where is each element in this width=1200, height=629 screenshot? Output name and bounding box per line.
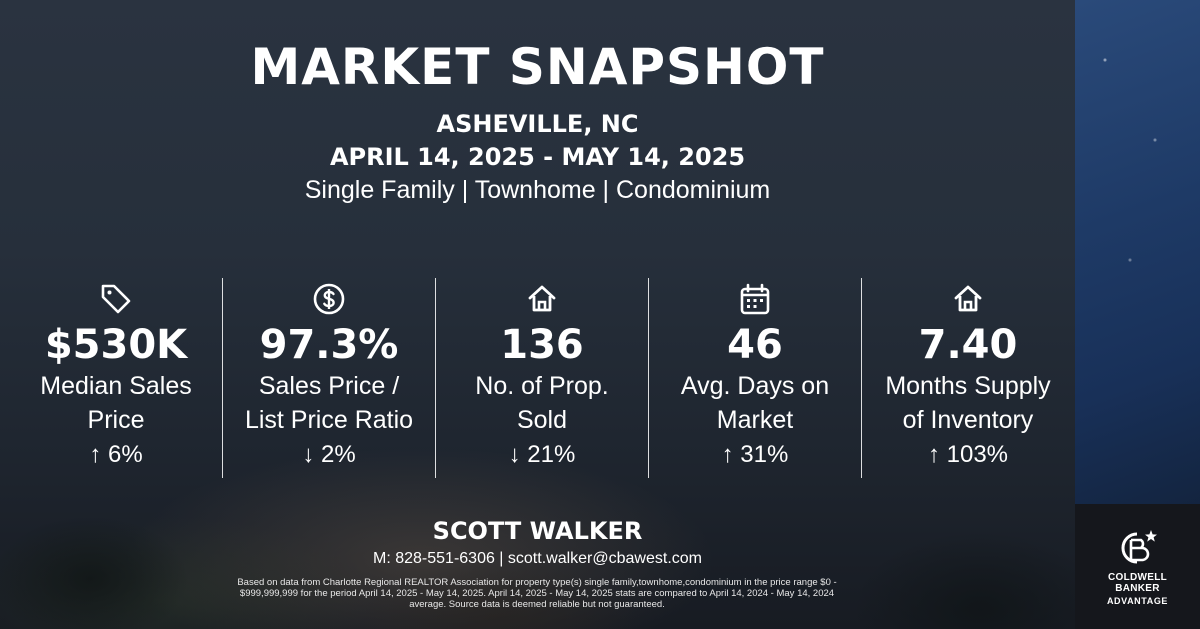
stat-label: of Inventory — [902, 406, 1034, 434]
stat-label: Sales Price / — [258, 372, 400, 400]
date-range: APRIL 14, 2025 - MAY 14, 2025 — [329, 143, 746, 171]
stat-median-sales-price: $530K Median Sales Price ↑ 6% — [10, 278, 222, 478]
stat-change: ↑ 31% — [721, 441, 789, 468]
house-icon — [954, 285, 982, 312]
stat-change: ↑ 6% — [89, 441, 143, 468]
background-trees — [0, 329, 1075, 629]
brand-logo: COLDWELL BANKER ADVANTAGE — [1075, 504, 1200, 629]
stat-label: No. of Prop. — [475, 372, 609, 400]
stat-change: ↑ 103% — [927, 441, 1009, 468]
calendar-icon — [740, 283, 770, 315]
property-types: Single Family | Townhome | Condominium — [304, 176, 771, 204]
stat-days-on-market: 46 Avg. Days on Market ↑ 31% — [648, 278, 861, 478]
snapshot-content: MARKET SNAPSHOT ASHEVILLE, NC APRIL 14, … — [10, 38, 1075, 610]
brand-name-line3: ADVANTAGE — [1106, 596, 1169, 606]
stat-label: Sold — [516, 406, 568, 434]
stats-row: $530K Median Sales Price ↑ 6% 97.3% Sale… — [10, 278, 1075, 478]
coldwell-banker-logo-icon — [1121, 530, 1157, 564]
stat-value: 46 — [727, 322, 783, 368]
location: ASHEVILLE, NC — [436, 110, 639, 138]
stat-label: Avg. Days on — [680, 372, 830, 400]
stat-label: Months Supply — [885, 372, 1051, 400]
brand-name-line2: BANKER — [1115, 583, 1160, 594]
disclaimer: Based on data from Charlotte Regional RE… — [237, 577, 837, 610]
house-icon — [528, 285, 556, 312]
stat-value: 7.40 — [918, 322, 1018, 368]
stat-label: Price — [87, 406, 145, 434]
agent-contact: M: 828-551-6306 | scott.walker@cbawest.c… — [373, 550, 702, 567]
brand-name-line1: COLDWELL — [1107, 572, 1168, 583]
stat-value: 97.3% — [259, 322, 399, 368]
stat-label: List Price Ratio — [244, 406, 414, 434]
stat-label: Market — [716, 406, 794, 434]
stat-value: 136 — [500, 322, 584, 368]
stat-change: ↓ 2% — [302, 441, 356, 468]
agent-name: SCOTT WALKER — [432, 517, 643, 545]
stat-months-supply: 7.40 Months Supply of Inventory ↑ 103% — [861, 278, 1074, 478]
dollar-circle-icon — [313, 283, 345, 315]
stat-properties-sold: 136 No. of Prop. Sold ↓ 21% — [435, 278, 648, 478]
sky-panel: COLDWELL BANKER ADVANTAGE — [1075, 0, 1200, 629]
stat-label: Median Sales — [40, 372, 192, 400]
stat-change: ↓ 21% — [508, 441, 576, 468]
page-title: MARKET SNAPSHOT — [250, 38, 825, 96]
price-tag-icon — [101, 284, 131, 314]
stat-value: $530K — [44, 322, 188, 368]
stat-sale-list-ratio: 97.3% Sales Price / List Price Ratio ↓ 2… — [222, 278, 435, 478]
